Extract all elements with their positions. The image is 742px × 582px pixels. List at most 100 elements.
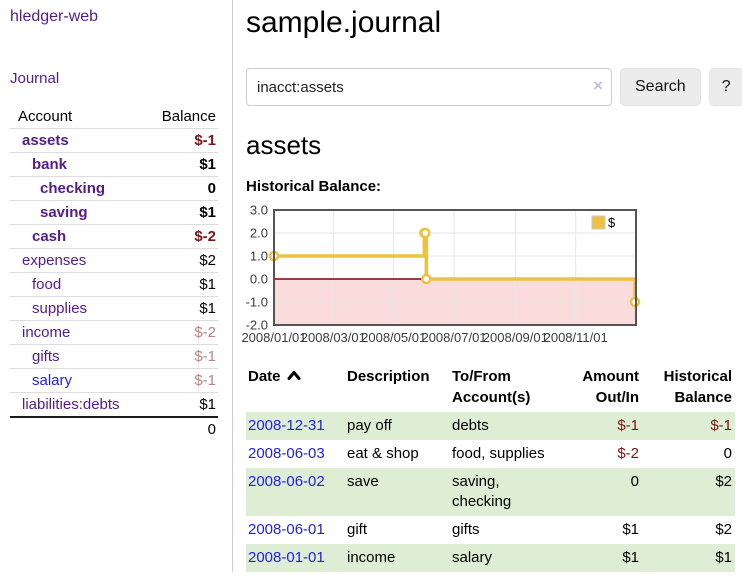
col-amount-outin: Amount Out/In (582, 368, 639, 406)
page-title: sample.journal (246, 6, 442, 39)
search-box: × (246, 68, 612, 106)
accounts-table: Account Balance assets $-1 bank $1 checking 0… (10, 105, 218, 441)
account-row: gifts $-1 (10, 345, 218, 369)
amount-cell: $-1 (617, 417, 639, 434)
account-balance: $1 (199, 276, 216, 293)
accounts-header-row: Account Balance (10, 105, 218, 129)
account-name-cell: checking (10, 177, 147, 201)
account-link-cash[interactable]: cash (32, 228, 67, 245)
account-balance: $1 (199, 300, 216, 317)
account-link-checking[interactable]: checking (40, 180, 106, 197)
x-tick-label: 2008/09/01 (483, 330, 548, 345)
accounts-col-account: Account (18, 108, 73, 125)
account-name-cell: gifts (10, 345, 147, 369)
search-input[interactable] (246, 68, 612, 106)
account-name-cell: food (10, 273, 147, 297)
y-tick-label: 1.0 (250, 249, 268, 264)
transaction-date-link[interactable]: 2008-06-03 (248, 445, 325, 462)
transactions-table: Date Description To/From Account(s) Amou… (246, 364, 735, 572)
transaction-row[interactable]: 2008-01-01 income salary $1 $1 (246, 544, 735, 572)
y-tick-label: -1.0 (246, 295, 268, 310)
account-balance: $1 (199, 204, 216, 221)
app-brand-link[interactable]: hledger-web (10, 8, 99, 25)
balance-cell: $2 (715, 521, 732, 538)
accounts-col-balance: Balance (161, 108, 216, 125)
account-link-liabilities-debts[interactable]: liabilities:debts (22, 396, 120, 413)
account-link-expenses[interactable]: expenses (22, 252, 87, 269)
account-name-cell: saving (10, 201, 147, 225)
account-name-cell: liabilities:debts (10, 393, 147, 418)
date-cell: 2008-06-02 (246, 468, 345, 516)
transaction-date-link[interactable]: 2008-06-01 (248, 521, 325, 538)
chart-border (273, 209, 637, 326)
account-row: saving $1 (10, 201, 218, 225)
x-tick-label: 2008/03/01 (301, 330, 366, 345)
accounts-total-balance: 0 (207, 421, 216, 438)
account-link-food[interactable]: food (32, 276, 62, 293)
y-tick-label: 3.0 (250, 204, 268, 218)
chart-marker (420, 227, 431, 239)
amount-cell: $1 (622, 521, 639, 538)
account-link-bank[interactable]: bank (32, 156, 68, 173)
y-tick-label: 2.0 (250, 226, 268, 241)
balance-cell: $1 (715, 549, 732, 566)
account-row: food $1 (10, 273, 218, 297)
accounts-cell: debts (452, 417, 489, 434)
account-balance: $-2 (194, 228, 216, 245)
search-form: × Search ? (246, 68, 742, 106)
date-cell: 2008-12-31 (246, 412, 345, 440)
spacer (10, 417, 147, 441)
search-button[interactable]: Search (620, 68, 701, 106)
accounts-table-body: assets $-1 bank $1 checking 0 saving $1 cash $-2 e… (10, 129, 218, 418)
transaction-row[interactable]: 2008-06-01 gift gifts $1 $2 (246, 516, 735, 544)
account-link-assets[interactable]: assets (22, 132, 69, 149)
x-tick-label: 2008/05/01 (361, 330, 426, 345)
col-tofrom-accounts: To/From Account(s) (452, 368, 531, 406)
y-tick-label: 0.0 (250, 272, 268, 287)
amount-cell: $-2 (617, 445, 639, 462)
legend-swatch-icon (591, 215, 606, 230)
account-link-salary[interactable]: salary (32, 372, 73, 389)
account-balance: $2 (199, 252, 216, 269)
account-balance: $-1 (194, 132, 216, 149)
x-tick-label: 2008/11/01 (544, 330, 608, 345)
y-tick-label: -2.0 (246, 318, 268, 333)
col-date[interactable]: Date (246, 364, 345, 412)
transaction-date-link[interactable]: 2008-01-01 (248, 549, 325, 566)
account-link-income[interactable]: income (22, 324, 71, 341)
main-content: sample.journal × Search ? assets Histori… (233, 0, 742, 572)
account-name-cell: assets (10, 129, 147, 153)
account-name-cell: supplies (10, 297, 147, 321)
description-cell: eat & shop (347, 445, 419, 462)
clear-search-icon[interactable]: × (593, 76, 603, 95)
account-balance: $1 (199, 396, 216, 413)
transaction-row[interactable]: 2008-06-03 eat & shop food, supplies $-2 0 (246, 440, 735, 468)
account-row: checking 0 (10, 177, 218, 201)
help-button[interactable]: ? (708, 68, 742, 106)
transactions-header-row: Date Description To/From Account(s) Amou… (246, 364, 735, 412)
account-row: expenses $2 (10, 249, 218, 273)
col-description: Description (347, 368, 430, 385)
transaction-row[interactable]: 2008-06-02 save saving, checking 0 $2 (246, 468, 735, 516)
description-cell: gift (347, 521, 368, 538)
account-balance: $1 (199, 156, 216, 173)
amount-cell: 0 (630, 473, 639, 490)
description-cell: pay off (347, 417, 392, 434)
account-row: salary $-1 (10, 369, 218, 393)
transaction-date-link[interactable]: 2008-06-02 (248, 473, 325, 490)
account-name-cell: cash (10, 225, 147, 249)
account-name-cell: salary (10, 369, 147, 393)
account-heading: assets (246, 130, 322, 160)
transaction-date-link[interactable]: 2008-12-31 (248, 417, 325, 434)
account-name-cell: income (10, 321, 147, 345)
transaction-row[interactable]: 2008-12-31 pay off debts $-1 $-1 (246, 412, 735, 440)
sidebar-item-journal[interactable]: Journal (10, 70, 60, 87)
account-link-gifts[interactable]: gifts (32, 348, 60, 365)
account-link-saving[interactable]: saving (40, 204, 88, 221)
account-link-supplies[interactable]: supplies (32, 300, 88, 317)
description-cell: income (347, 549, 396, 566)
date-cell: 2008-06-01 (246, 516, 345, 544)
accounts-cell: food, supplies (452, 445, 545, 462)
account-row: assets $-1 (10, 129, 218, 153)
